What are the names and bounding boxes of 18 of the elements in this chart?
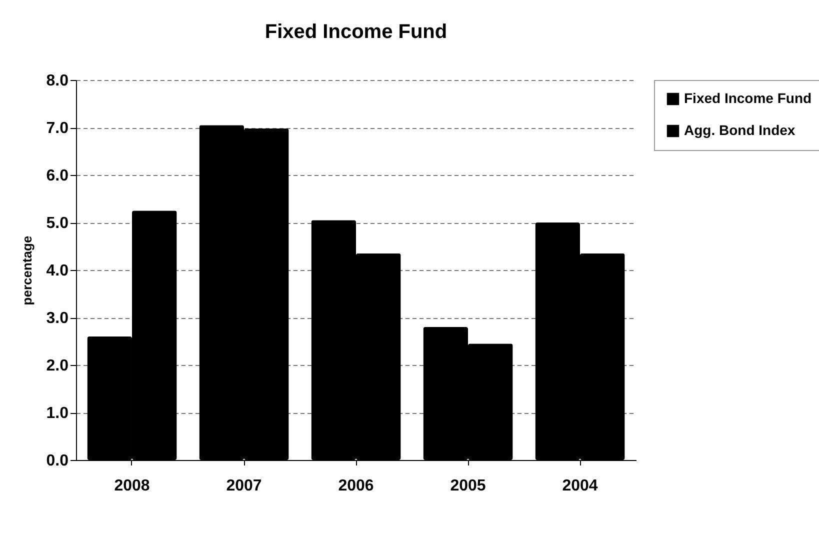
x-tick-label: 2006 — [338, 478, 374, 494]
legend-label: Fixed Income Fund — [684, 90, 812, 106]
y-tick-label: 6.0 — [46, 168, 69, 184]
y-tick-label: 4.0 — [46, 262, 69, 280]
y-tick-label: 2.0 — [46, 358, 69, 374]
y-tick-label: 5.0 — [46, 215, 69, 232]
legend-label: Agg. Bond Index — [684, 122, 796, 138]
y-tick-label: 3.0 — [46, 310, 69, 327]
x-tick-label: 2005 — [450, 478, 486, 494]
y-tick-label: 0.0 — [46, 452, 69, 470]
y-tick-label: 7.0 — [46, 120, 69, 137]
x-tick-label: 2008 — [114, 478, 150, 494]
y-axis-title: percentage — [19, 236, 34, 306]
y-tick-label: 8.0 — [46, 72, 69, 90]
chart-title: Fixed Income Fund — [264, 21, 448, 43]
x-tick-label: 2007 — [226, 478, 262, 494]
y-tick-label: 1.0 — [46, 405, 69, 422]
x-tick-label: 2004 — [562, 478, 598, 494]
